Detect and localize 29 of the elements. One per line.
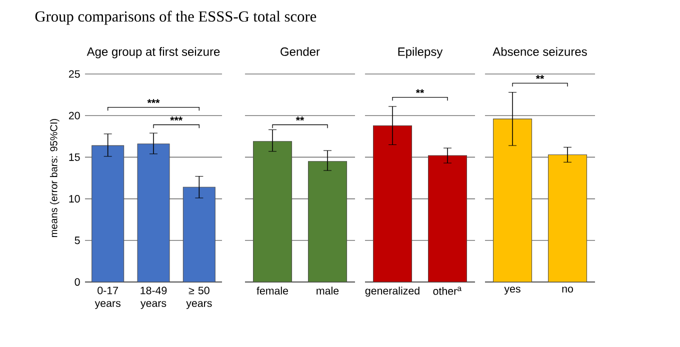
bar — [182, 186, 216, 282]
y-tick-label: 10 — [69, 195, 80, 203]
chart-subtitle: Gender — [280, 47, 320, 56]
x-tick-label: ≥ 50 years — [186, 286, 212, 310]
x-tick-label: generalized — [365, 286, 420, 297]
y-tick-label: 15 — [69, 153, 80, 161]
bar — [137, 144, 170, 282]
y-tick-label: 25 — [68, 70, 80, 78]
x-tick-label: male — [316, 286, 339, 295]
chart-subtitle: Epilepsy — [398, 47, 443, 58]
annotation: *** — [170, 116, 183, 121]
annotation: ** — [536, 75, 544, 80]
x-tick-label: female — [256, 286, 288, 295]
bar — [92, 145, 124, 282]
x-tick-label: no — [562, 286, 573, 293]
chart-subtitle: Age group at first seizure — [86, 47, 220, 58]
x-tick-label: other$^{a}$ — [433, 286, 462, 295]
x-tick-label: yes — [504, 286, 520, 295]
y-tick-label: 0 — [74, 278, 80, 286]
annotation: ** — [296, 116, 304, 121]
y-tick-label: 20 — [68, 112, 80, 120]
annotation: *** — [147, 99, 160, 104]
x-tick-label: 18-49 years — [140, 286, 167, 310]
annotation: ** — [416, 89, 424, 94]
chart-subtitle: Absence seizures — [492, 47, 587, 56]
y-tick-label: 5 — [74, 236, 80, 244]
y-axis-title: means (error bars: 95%CI) — [50, 118, 60, 237]
x-tick-label: 0-17 years — [94, 286, 120, 310]
chart-title: Group comparisons of the ESSS-G total score — [35, 10, 316, 25]
